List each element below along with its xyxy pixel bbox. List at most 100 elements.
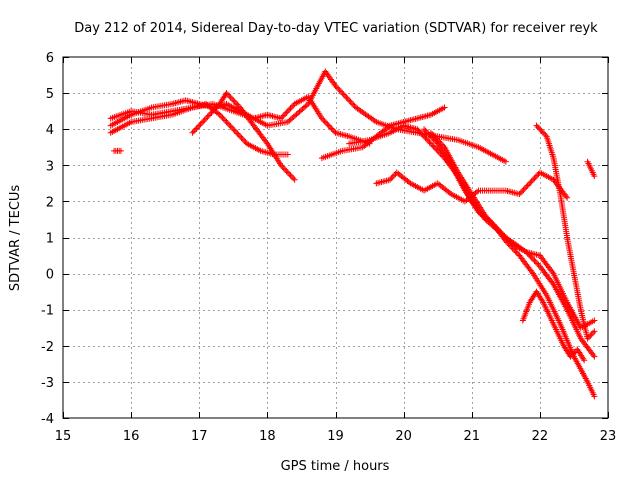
data-point [534, 172, 541, 179]
data-point [228, 95, 235, 102]
data-point [282, 166, 289, 173]
data-point [233, 129, 240, 136]
data-point [427, 129, 434, 136]
x-tick-label: 19 [327, 429, 344, 444]
data-point [534, 123, 541, 130]
data-point [512, 248, 519, 255]
data-point [389, 173, 396, 180]
data-point [286, 117, 293, 124]
data-point [423, 129, 430, 136]
data-point [280, 112, 287, 119]
data-point [283, 109, 290, 116]
data-point [290, 102, 297, 109]
data-point [242, 139, 249, 146]
y-tick-label: 0 [46, 268, 54, 283]
data-point [218, 113, 225, 120]
data-point [201, 116, 208, 123]
data-point [288, 103, 295, 110]
x-tick-label: 20 [395, 429, 412, 444]
y-tick-label: 3 [46, 159, 54, 174]
data-point [591, 328, 598, 335]
data-point [434, 147, 441, 154]
data-point [241, 137, 248, 144]
data-point [430, 143, 437, 150]
y-tick-label: -1 [41, 304, 54, 319]
data-point [436, 138, 443, 145]
data-point [434, 137, 441, 144]
data-point [289, 115, 296, 122]
data-point [208, 109, 215, 116]
data-point [237, 133, 244, 140]
data-point [591, 353, 598, 360]
data-point [438, 141, 445, 148]
data-point [279, 163, 286, 170]
data-point [570, 350, 577, 357]
data-point [493, 224, 500, 231]
data-point [531, 175, 538, 182]
data-point [523, 183, 530, 190]
y-axis-title: SDTVAR / TECUs [8, 185, 23, 292]
data-point [422, 134, 429, 141]
data-point [591, 173, 598, 180]
series-arc-e [189, 90, 298, 183]
data-point [234, 130, 241, 137]
data-point [588, 331, 595, 338]
series-arc-g [373, 169, 571, 205]
axis-ticks [63, 57, 609, 419]
data-point [333, 84, 340, 91]
series-arc-m [584, 158, 598, 180]
data-point [324, 121, 331, 128]
x-tick-labels: 15 16 17 18 19 20 21 22 23 [55, 429, 617, 444]
data-point [536, 125, 543, 132]
data-point [340, 91, 347, 98]
data-point [532, 173, 539, 180]
data-point [198, 119, 205, 126]
series-arc-d [111, 147, 124, 154]
data-point [418, 130, 425, 137]
x-tick-label: 23 [600, 429, 617, 444]
data-point [441, 104, 448, 111]
data-point [531, 257, 538, 264]
data-point [500, 231, 507, 238]
data-point [482, 212, 489, 219]
data-point [591, 393, 598, 400]
data-point [501, 233, 508, 240]
series-arc-b [107, 93, 373, 147]
data-point [286, 106, 293, 113]
data-point [346, 97, 353, 104]
data-point [328, 125, 335, 132]
data-point [284, 151, 291, 158]
plot-frame [62, 56, 609, 419]
y-tick-label: -3 [41, 376, 54, 391]
data-point [567, 353, 574, 360]
data-point [280, 165, 287, 172]
data-point [223, 118, 230, 125]
data-point [483, 214, 490, 221]
data-point [433, 146, 440, 153]
data-point [238, 134, 245, 141]
data-point [506, 238, 513, 245]
data-point [231, 98, 238, 105]
chart-title: Day 212 of 2014, Sidereal Day-to-day VTE… [74, 21, 598, 36]
data-point [585, 334, 592, 341]
data-point [209, 108, 216, 115]
data-point [190, 128, 197, 135]
x-tick-label: 22 [532, 429, 549, 444]
y-tick-label: 5 [46, 87, 54, 102]
data-point [194, 124, 201, 131]
data-point [212, 105, 219, 112]
x-tick-label: 17 [191, 429, 208, 444]
data-point [287, 116, 294, 123]
data-point [534, 260, 541, 267]
data-point [117, 147, 124, 154]
data-point [431, 134, 438, 141]
data-point [508, 240, 515, 247]
data-point [348, 100, 355, 107]
data-point [525, 181, 532, 188]
data-point [205, 112, 212, 119]
data-point [292, 112, 299, 119]
data-point [327, 124, 334, 131]
data-point [284, 108, 291, 115]
data-point [542, 132, 549, 139]
x-tick-label: 21 [463, 429, 480, 444]
